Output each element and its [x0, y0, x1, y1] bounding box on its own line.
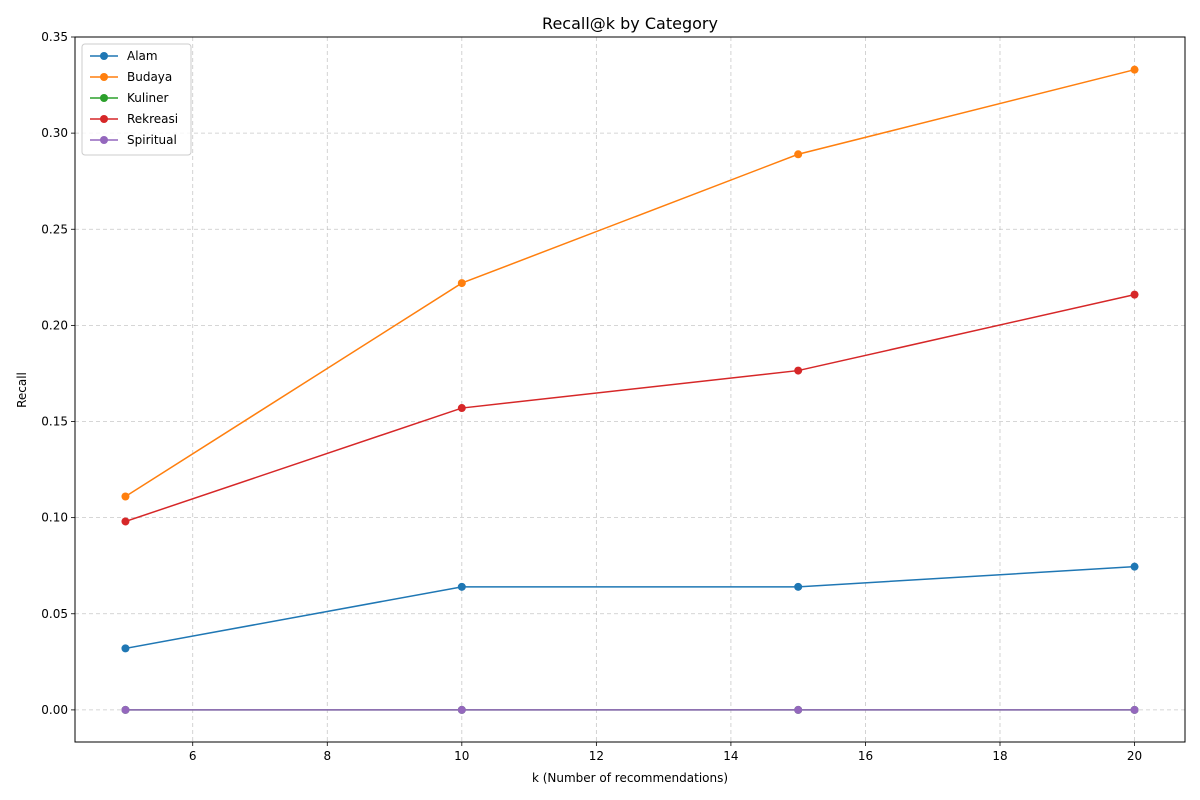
data-point-budaya	[794, 150, 803, 159]
x-tick-label: 18	[992, 749, 1007, 763]
data-point-spiritual	[121, 705, 130, 714]
legend-marker-budaya	[100, 73, 108, 81]
data-point-spiritual	[794, 705, 803, 714]
data-point-alam	[121, 644, 130, 653]
x-tick-label: 10	[454, 749, 469, 763]
data-point-alam	[1130, 562, 1139, 571]
x-tick-label: 8	[323, 749, 331, 763]
legend-label-kuliner: Kuliner	[127, 91, 169, 105]
series-lines	[121, 65, 1139, 714]
x-tick-label: 20	[1127, 749, 1142, 763]
y-tick-label: 0.10	[41, 511, 68, 525]
series-line-rekreasi	[125, 293, 1135, 523]
x-tick-label: 6	[189, 749, 197, 763]
legend-label-alam: Alam	[127, 49, 158, 63]
data-point-spiritual	[1130, 705, 1139, 714]
data-point-rekreasi	[794, 366, 803, 375]
x-tick-label: 12	[589, 749, 604, 763]
series-line-alam	[125, 565, 1135, 650]
legend-marker-alam	[100, 52, 108, 60]
legend-label-budaya: Budaya	[127, 70, 172, 84]
y-tick-label: 0.25	[41, 222, 68, 236]
data-point-budaya	[121, 492, 130, 501]
data-point-budaya	[457, 279, 466, 288]
legend-marker-kuliner	[100, 94, 108, 102]
y-tick-label: 0.05	[41, 607, 68, 621]
x-tick-label: 14	[723, 749, 738, 763]
series-line-budaya	[125, 68, 1135, 498]
legend-marker-rekreasi	[100, 115, 108, 123]
legend: Alam Budaya Kuliner Rekreasi Spiritual	[81, 43, 192, 156]
data-point-spiritual	[457, 705, 466, 714]
x-tick-label: 16	[858, 749, 873, 763]
y-tick-label: 0.30	[41, 126, 68, 140]
chart-title: Recall@k by Category	[542, 14, 718, 33]
data-point-alam	[457, 582, 466, 591]
y-tick-label: 0.00	[41, 703, 68, 717]
legend-label-spiritual: Spiritual	[127, 133, 177, 147]
data-point-rekreasi	[121, 517, 130, 526]
legend-marker-spiritual	[100, 136, 108, 144]
data-point-alam	[794, 582, 803, 591]
x-axis-label: k (Number of recommendations)	[532, 771, 728, 785]
data-point-rekreasi	[1130, 290, 1139, 299]
plot-area-frame	[74, 36, 1186, 743]
y-tick-label: 0.20	[41, 318, 68, 332]
y-tick-label: 0.15	[41, 415, 68, 429]
data-point-rekreasi	[457, 404, 466, 413]
y-axis-label: Recall	[15, 372, 29, 408]
data-point-budaya	[1130, 65, 1139, 74]
axis-ticks: 6 8 10 12 14 16 18 20 0.00 0.05 0.10 0.15 0.20 0.25 0.…	[41, 30, 1142, 763]
legend-label-rekreasi: Rekreasi	[127, 112, 178, 126]
legend-box	[81, 43, 192, 156]
y-tick-label: 0.35	[41, 30, 68, 44]
